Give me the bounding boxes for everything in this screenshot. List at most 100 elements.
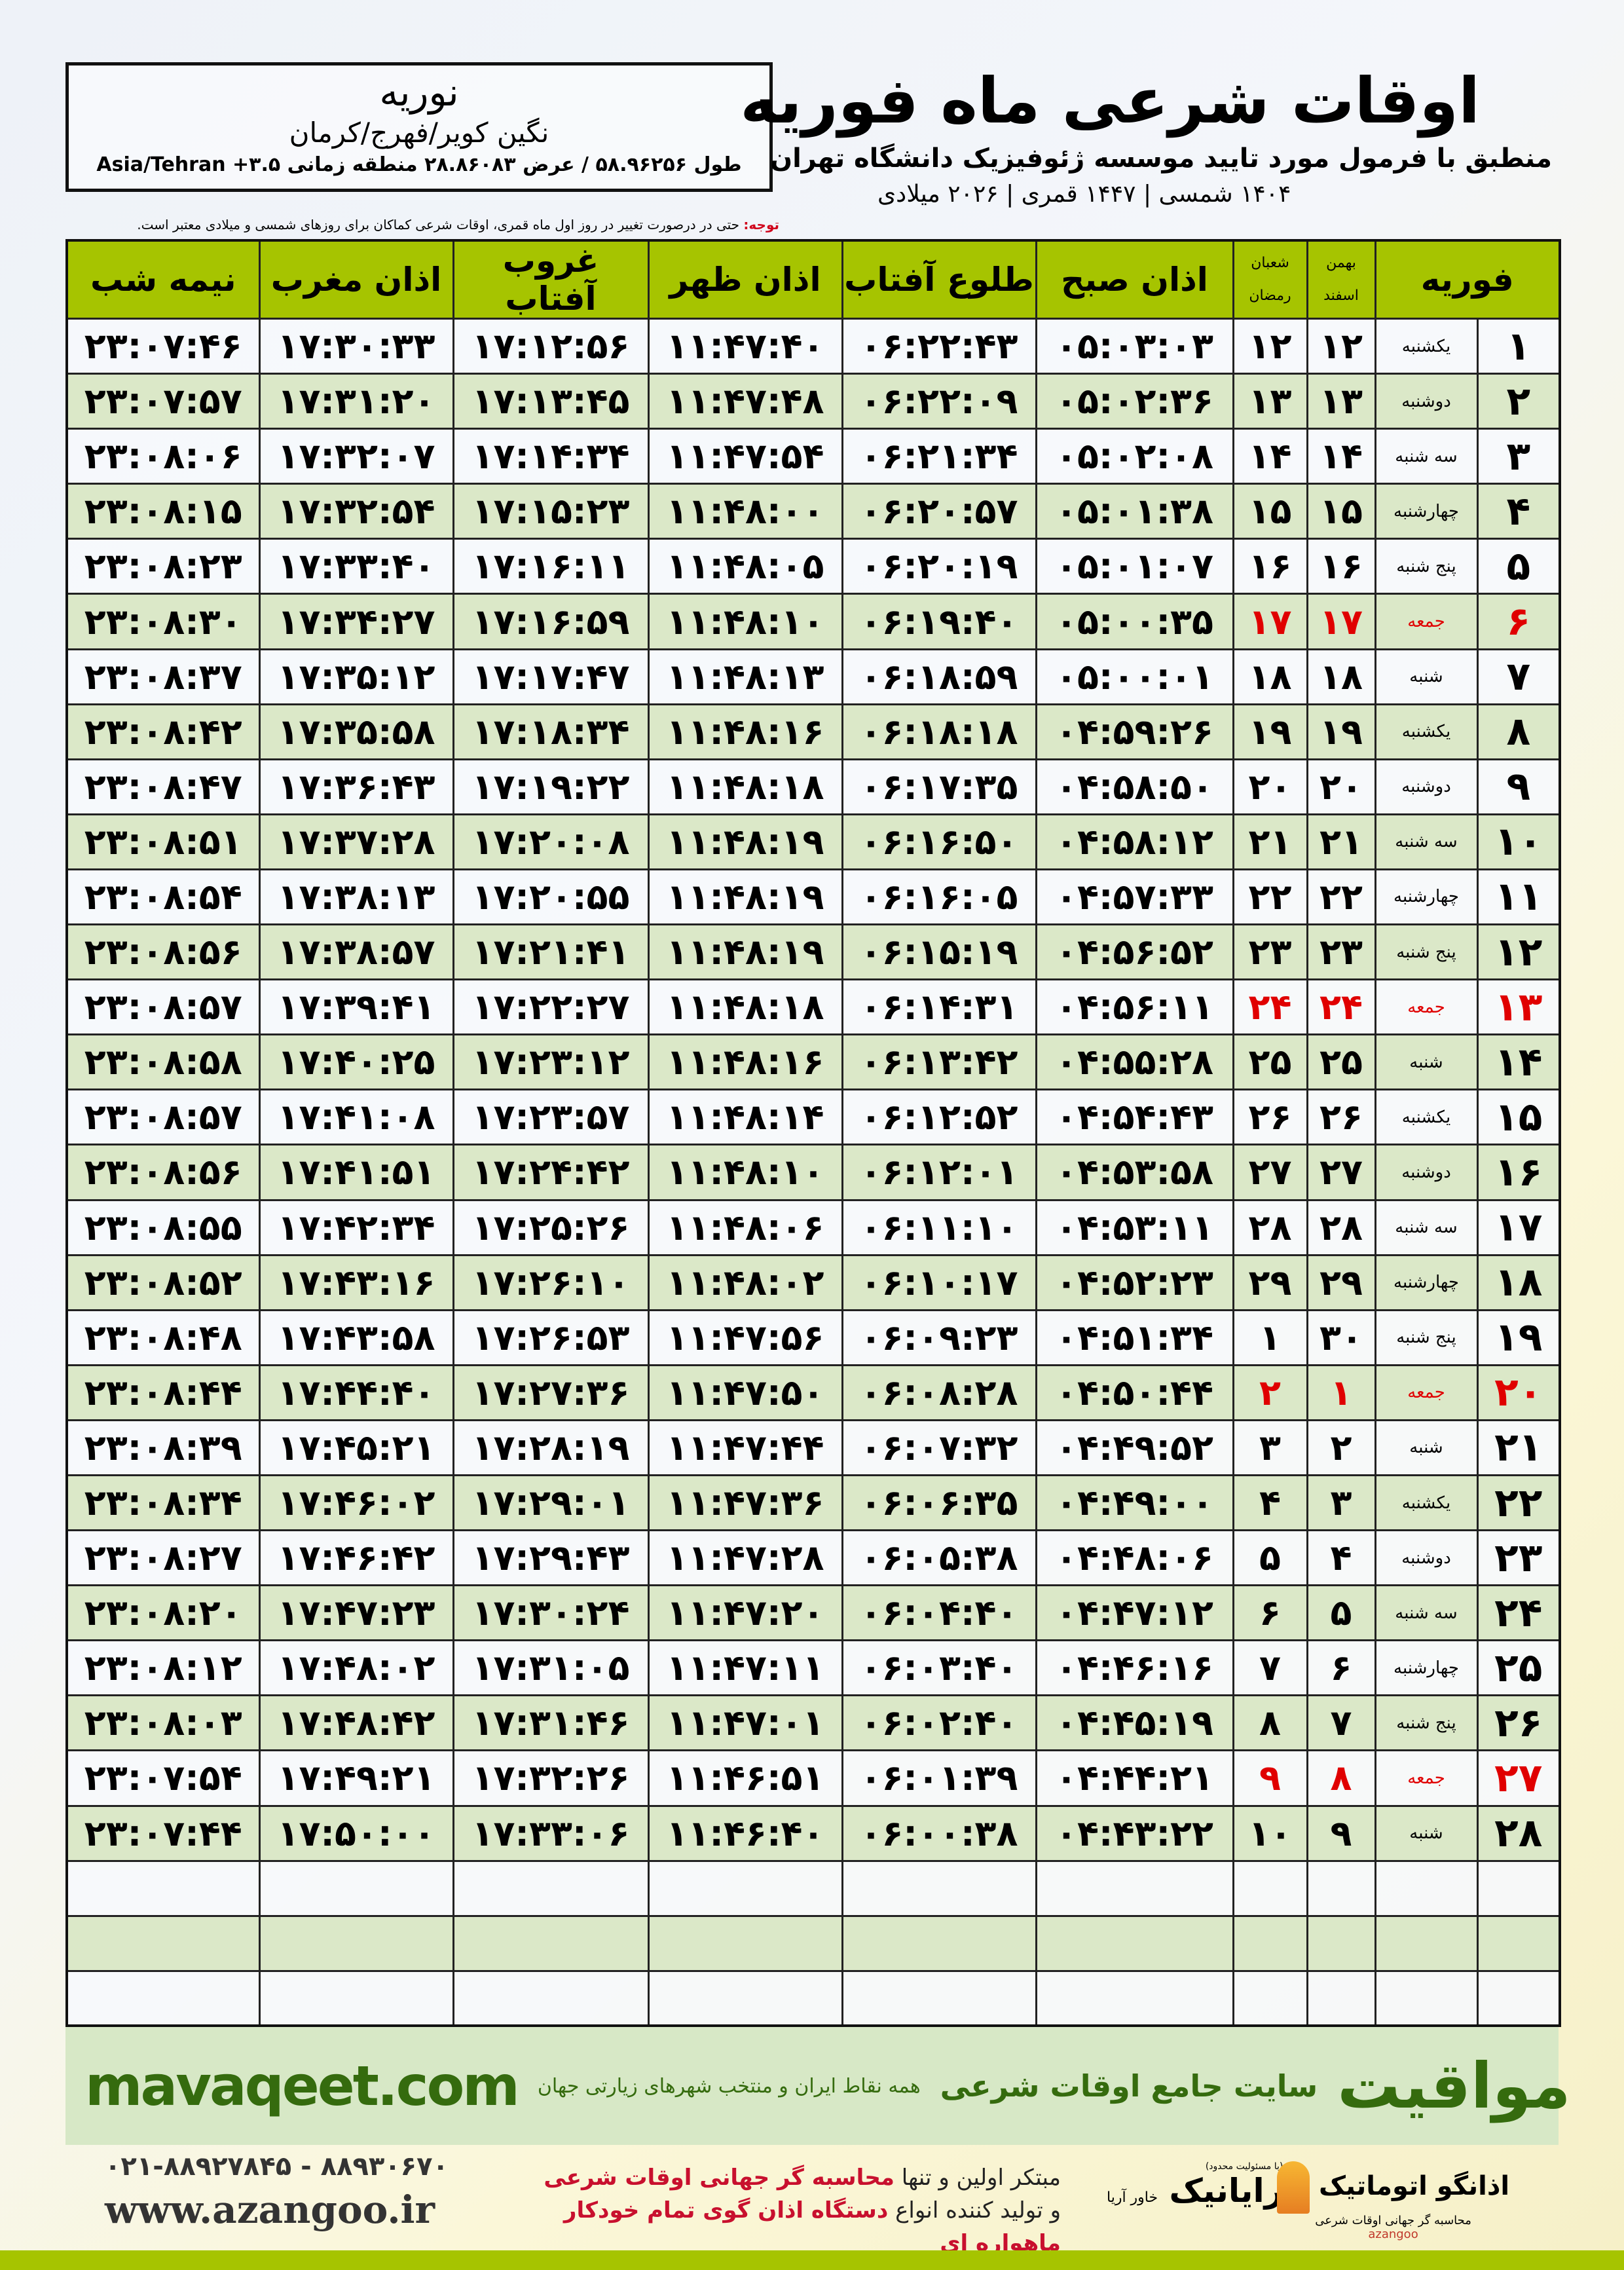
cell-midnight: ۲۳:۰۸:۴۷: [65, 758, 261, 815]
table-row: ۲۳:۰۸:۱۵ ۱۷:۳۲:۵۴ ۱۷:۱۵:۲۳ ۱۱:۴۸:۰۰ ۰۶:۲۰:۵۷…: [65, 483, 1561, 540]
cell-weekday: چهارشنبه: [1374, 483, 1479, 540]
cell-weekday: دوشنبه: [1374, 1529, 1479, 1587]
page-title: اوقات شرعی ماه فوریه: [740, 64, 1480, 138]
promo-text: مبتکر اولین و تنها محاسبه گر جهانی اوقات…: [511, 2161, 1061, 2260]
cell-weekday: یکشنبه: [1374, 1474, 1479, 1532]
coordinates: طول ۵۸.۹۶۲۵۶ / عرض ۲۸.۸۶۰۸۳ منطقه زمانی …: [96, 153, 742, 176]
rayanik-name: رایانیک: [1169, 2172, 1283, 2210]
cell-day: ۶: [1476, 593, 1561, 650]
cell-sunrise: ۰۶:۲۲:۴۳: [841, 317, 1037, 375]
cell-dhuhr: ۱۱:۴۷:۵۶: [647, 1309, 843, 1366]
cell-sunrise: ۰۶:۱۰:۱۷: [841, 1254, 1037, 1311]
cell-sunset: ۱۷:۳۲:۲۶: [452, 1749, 650, 1807]
cell-midnight: ۲۳:۰۸:۲۳: [65, 538, 261, 595]
cell-midnight: ۲۳:۰۸:۵۴: [65, 868, 261, 926]
cell-fajr: ۰۴:۵۰:۴۴: [1035, 1364, 1234, 1421]
table-row: ۲۳:۰۸:۵۲ ۱۷:۴۳:۱۶ ۱۷:۲۶:۱۰ ۱۱:۴۸:۰۲ ۰۶:۱۰:۱۷…: [65, 1254, 1561, 1311]
cell-lunar: ۸: [1232, 1694, 1308, 1752]
cell-weekday: یکشنبه: [1374, 703, 1479, 760]
cell-weekday: [1374, 1969, 1479, 2027]
cell-weekday: شنبه: [1374, 1033, 1479, 1091]
cell-sunrise: ۰۶:۱۶:۰۵: [841, 868, 1037, 926]
cell-sunset: ۱۷:۱۸:۳۴: [452, 703, 650, 760]
cell-midnight: ۲۳:۰۷:۴۶: [65, 317, 261, 375]
header-solar: بهمن اسفند: [1306, 239, 1376, 320]
cell-dhuhr: ۱۱:۴۷:۳۶: [647, 1474, 843, 1532]
cell-day: ۲۲: [1476, 1474, 1561, 1532]
cell-lunar: ۱۸: [1232, 648, 1308, 705]
cell-weekday: یکشنبه: [1374, 317, 1479, 375]
cell-maghrib: ۱۷:۳۰:۳۳: [258, 317, 454, 375]
cell-weekday: چهارشنبه: [1374, 1254, 1479, 1311]
cell-midnight: ۲۳:۰۸:۳۹: [65, 1419, 261, 1476]
site-link[interactable]: mavaqeet.com: [85, 2054, 520, 2118]
header-solar-top: بهمن: [1326, 255, 1356, 271]
promo-line2-highlight: دستگاه اذان گوی تمام خودکار ماهواره ای: [563, 2197, 1061, 2256]
cell-midnight: ۲۳:۰۸:۳۰: [65, 593, 261, 650]
cell-midnight: ۲۳:۰۷:۵۴: [65, 1749, 261, 1807]
cell-maghrib: [258, 1859, 454, 1917]
cell-midnight: ۲۳:۰۸:۵۶: [65, 1144, 261, 1201]
header-fajr: اذان صبح: [1035, 239, 1234, 320]
cell-sunrise: ۰۶:۱۹:۴۰: [841, 593, 1037, 650]
cell-maghrib: ۱۷:۳۵:۵۸: [258, 703, 454, 760]
cell-solar: ۱۸: [1306, 648, 1376, 705]
cell-maghrib: ۱۷:۳۸:۱۳: [258, 868, 454, 926]
cell-day: ۱۱: [1476, 868, 1561, 926]
header-lunar-top: شعبان: [1251, 255, 1289, 271]
cell-sunrise: ۰۶:۱۶:۵۰: [841, 813, 1037, 870]
cell-midnight: ۲۳:۰۸:۰۳: [65, 1694, 261, 1752]
table-row: ۲۳:۰۸:۴۴ ۱۷:۴۴:۴۰ ۱۷:۲۷:۳۶ ۱۱:۴۷:۵۰ ۰۶:۰۸:۲۸…: [65, 1364, 1561, 1421]
cell-lunar: ۷: [1232, 1639, 1308, 1697]
cell-midnight: ۲۳:۰۸:۵۶: [65, 923, 261, 981]
cell-midnight: ۲۳:۰۸:۵۱: [65, 813, 261, 870]
cell-dhuhr: ۱۱:۴۸:۰۶: [647, 1199, 843, 1256]
cell-sunset: ۱۷:۲۹:۴۳: [452, 1529, 650, 1587]
cell-sunrise: ۰۶:۰۷:۳۲: [841, 1419, 1037, 1476]
cell-midnight: [65, 1859, 261, 1917]
promo-line2: و تولید کننده انواع: [888, 2197, 1061, 2223]
cell-sunrise: ۰۶:۱۲:۵۲: [841, 1088, 1037, 1146]
cell-sunset: [452, 1969, 650, 2027]
table-row: ۲۳:۰۸:۵۴ ۱۷:۳۸:۱۳ ۱۷:۲۰:۵۵ ۱۱:۴۸:۱۹ ۰۶:۱۶:۰۵…: [65, 868, 1561, 926]
cell-weekday: چهارشنبه: [1374, 1639, 1479, 1697]
cell-sunrise: ۰۶:۲۰:۱۹: [841, 538, 1037, 595]
cell-solar: ۷: [1306, 1694, 1376, 1752]
cell-maghrib: ۱۷:۴۲:۳۴: [258, 1199, 454, 1256]
phone-numbers: ۰۲۱-۸۸۹۲۷۸۴۵ - ۸۸۹۳۰۶۷۰: [105, 2151, 449, 2182]
azangoo-name: اذانگو اتوماتیک: [1318, 2171, 1510, 2201]
cell-lunar: ۲۴: [1232, 978, 1308, 1036]
cell-lunar: ۱۷: [1232, 593, 1308, 650]
table-row: ۲۳:۰۸:۱۲ ۱۷:۴۸:۰۲ ۱۷:۳۱:۰۵ ۱۱:۴۷:۱۱ ۰۶:۰۳:۴۰…: [65, 1639, 1561, 1697]
table-row: ۲۳:۰۸:۴۸ ۱۷:۴۳:۵۸ ۱۷:۲۶:۵۳ ۱۱:۴۷:۵۶ ۰۶:۰۹:۲۳…: [65, 1309, 1561, 1366]
cell-midnight: ۲۳:۰۸:۱۲: [65, 1639, 261, 1697]
azangoo-sub: محاسبه گر جهانی اوقات شرعی: [1315, 2214, 1471, 2227]
cell-fajr: ۰۴:۴۳:۲۲: [1035, 1804, 1234, 1862]
cell-weekday: جمعه: [1374, 1364, 1479, 1421]
cell-weekday: [1374, 1914, 1479, 1972]
table-row: [65, 1859, 1561, 1917]
rayanik-logo: (با مسئولیت محدود) رایانیک خاور آریا: [1107, 2161, 1283, 2210]
cell-maghrib: ۱۷:۴۱:۰۸: [258, 1088, 454, 1146]
cell-sunrise: ۰۶:۰۰:۳۸: [841, 1804, 1037, 1862]
cell-sunset: [452, 1914, 650, 1972]
cell-dhuhr: ۱۱:۴۸:۱۴: [647, 1088, 843, 1146]
mavaqeet-logo: مواقیت: [1337, 2049, 1571, 2123]
cell-maghrib: ۱۷:۴۸:۰۲: [258, 1639, 454, 1697]
cell-weekday: شنبه: [1374, 1804, 1479, 1862]
cell-dhuhr: [647, 1969, 843, 2027]
cell-sunrise: ۰۶:۲۲:۰۹: [841, 373, 1037, 430]
cell-fajr: ۰۵:۰۱:۳۸: [1035, 483, 1234, 540]
header-lunar-bottom: رمضان: [1249, 288, 1291, 304]
cell-weekday: سه شنبه: [1374, 1584, 1479, 1642]
cell-day: [1476, 1914, 1561, 1972]
cell-midnight: [65, 1969, 261, 2027]
cell-fajr: ۰۵:۰۲:۰۸: [1035, 428, 1234, 485]
cell-fajr: [1035, 1859, 1234, 1917]
cell-sunset: ۱۷:۲۳:۵۷: [452, 1088, 650, 1146]
cell-sunset: ۱۷:۳۱:۰۵: [452, 1639, 650, 1697]
cell-lunar: ۶: [1232, 1584, 1308, 1642]
cell-sunrise: ۰۶:۰۸:۲۸: [841, 1364, 1037, 1421]
azangoo-website[interactable]: www.azangoo.ir: [105, 2187, 435, 2232]
cell-sunset: ۱۷:۲۷:۳۶: [452, 1364, 650, 1421]
